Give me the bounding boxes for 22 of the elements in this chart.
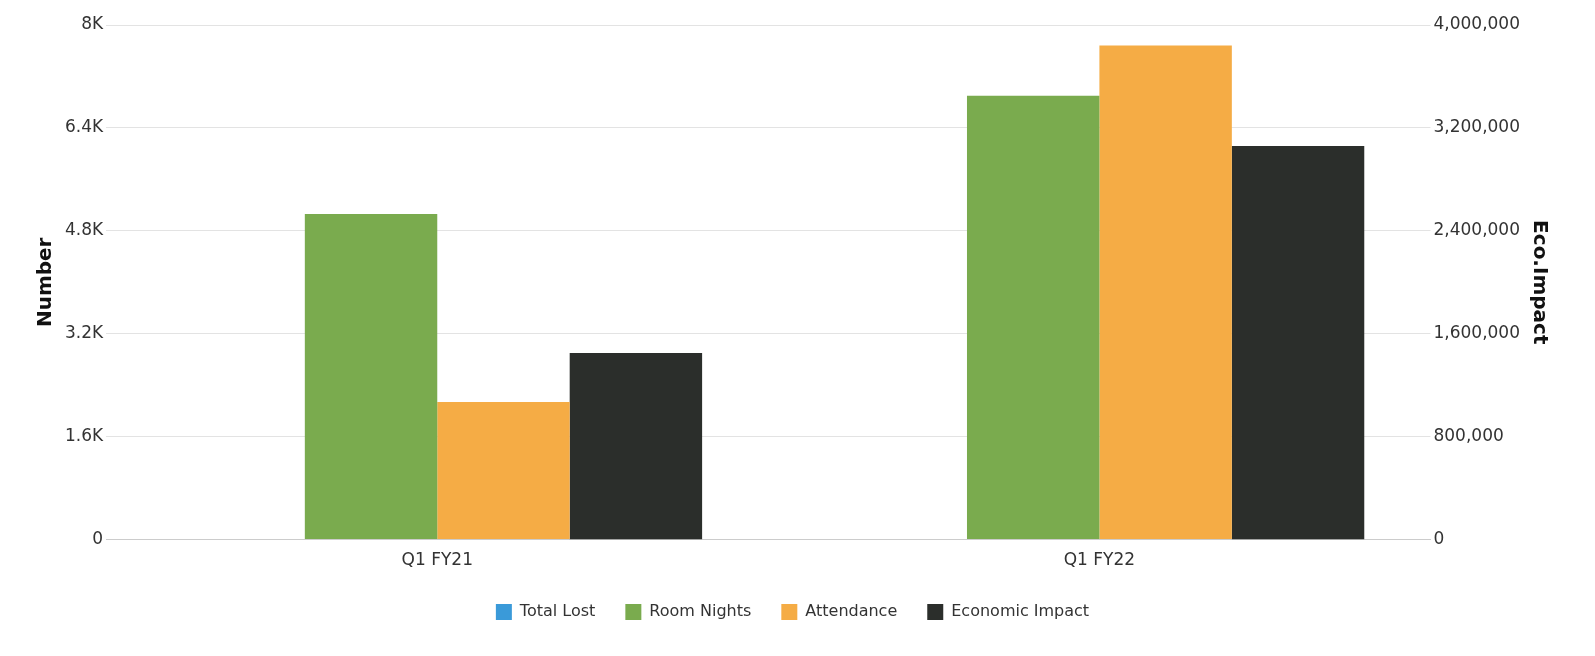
legend-label: Room Nights: [649, 601, 752, 621]
legend-label: Attendance: [805, 601, 898, 621]
y-tick-label: 8K: [81, 13, 105, 34]
y-tick-label: 1.6K: [65, 425, 105, 446]
y-tick-label: 0: [92, 528, 104, 549]
y-tick-label: 6.4K: [65, 116, 105, 137]
y2-tick-label: 1,600,000: [1433, 322, 1521, 343]
bar: [304, 214, 438, 540]
x-tick-label: Q1 FY21: [401, 549, 473, 570]
y-tick-label: 4.8K: [65, 219, 105, 240]
legend-label: Economic Impact: [951, 601, 1090, 621]
y2-tick-label: 800,000: [1433, 425, 1504, 446]
bar: [966, 95, 1100, 540]
x-tick-label: Q1 FY22: [1063, 549, 1136, 570]
y-tick-label: 3.2K: [65, 322, 105, 343]
y2-axis-title: Eco.Impact: [1528, 220, 1553, 345]
y2-tick-label: 0: [1433, 528, 1445, 549]
y2-tick-label: 4,000,000: [1433, 13, 1521, 34]
y-axis-title: Number: [32, 237, 57, 328]
y2-tick-label: 2,400,000: [1433, 219, 1521, 240]
y2-tick-label: 3,200,000: [1433, 116, 1521, 137]
legend-label: Total Lost: [518, 601, 596, 621]
